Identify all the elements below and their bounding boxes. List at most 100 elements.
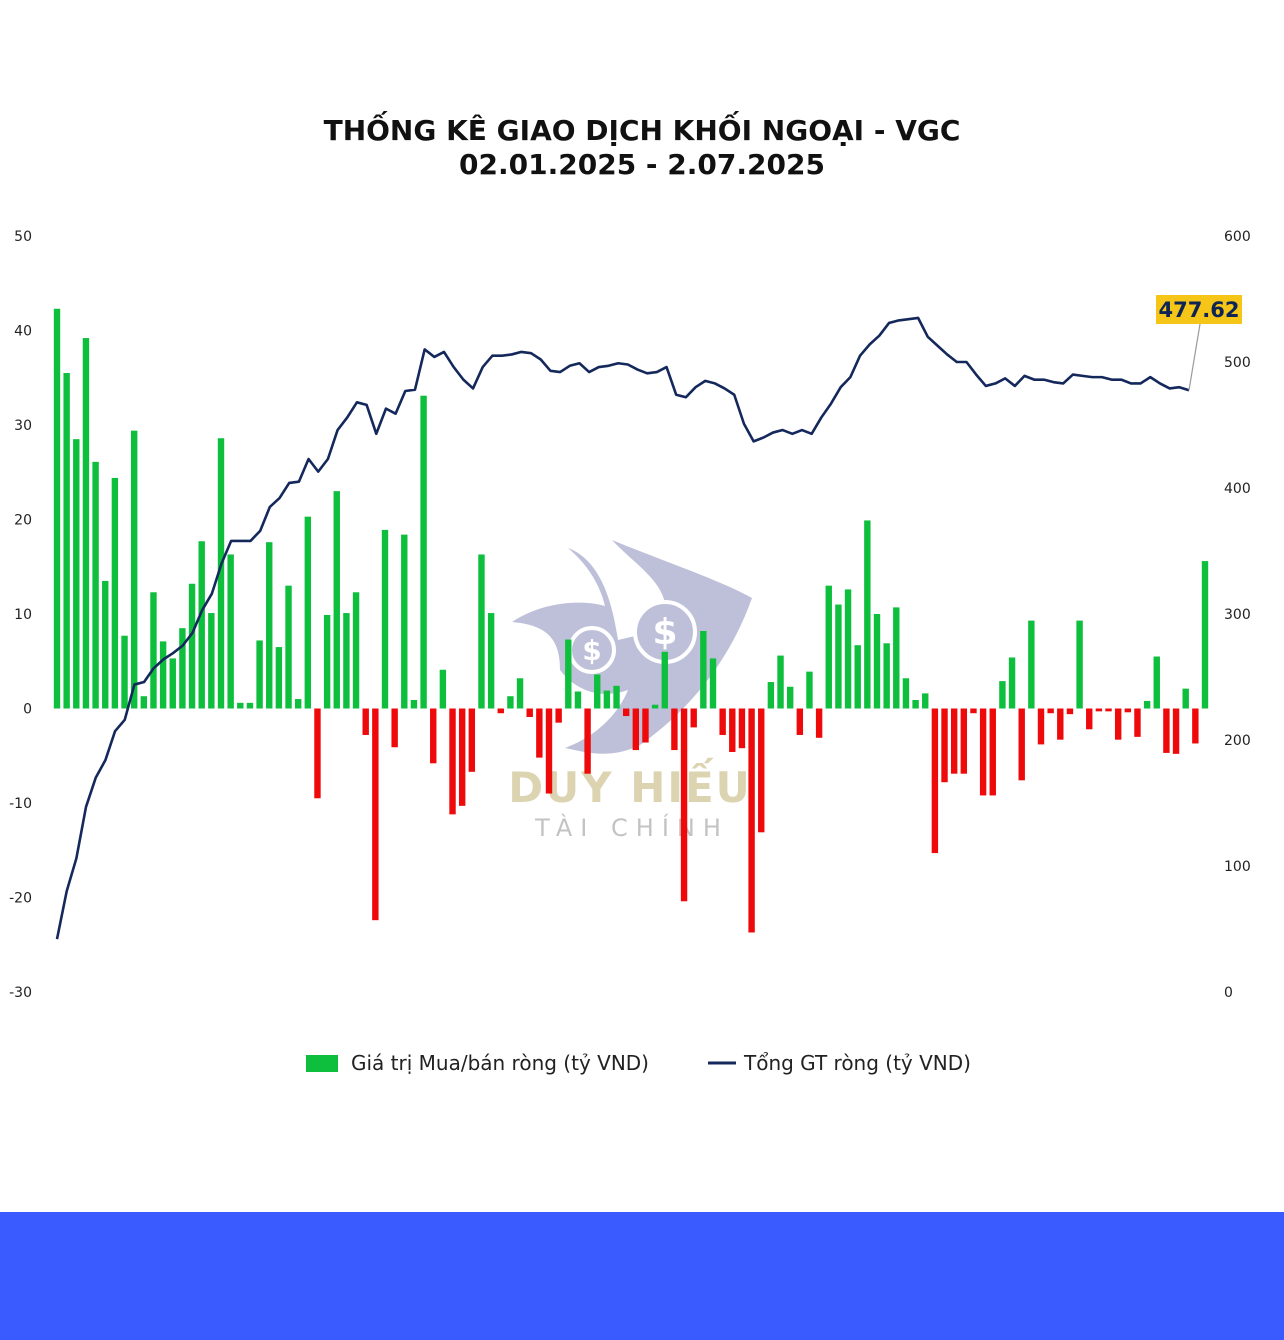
bar	[150, 592, 157, 709]
bar	[1018, 708, 1025, 781]
bar	[246, 702, 254, 709]
bar	[217, 438, 225, 709]
right-axis-tick: 100	[1224, 859, 1251, 875]
shield-shape	[512, 540, 752, 754]
bar	[1114, 708, 1122, 740]
bar	[391, 708, 398, 748]
bar	[169, 658, 176, 709]
bar	[121, 635, 128, 709]
bar	[285, 585, 292, 709]
bar	[931, 708, 939, 854]
bar	[82, 338, 90, 709]
chart-title: THỐNG KÊ GIAO DỊCH KHỐI NGOẠI - VGC 02.0…	[0, 114, 1284, 182]
bar	[680, 708, 688, 902]
bar	[73, 439, 80, 709]
bar	[574, 691, 582, 709]
bar	[989, 708, 996, 796]
right-axis-tick: 500	[1224, 355, 1251, 371]
bar	[632, 708, 640, 751]
legend-bar-label: Giá trị Mua/bán ròng (tỷ VND)	[351, 1051, 649, 1075]
left-axis-tick: 10	[14, 607, 32, 623]
bar	[1047, 708, 1054, 714]
bar	[738, 708, 746, 749]
left-axis-tick: -30	[9, 985, 32, 1001]
watermark-brand: DUY HIẾU	[508, 757, 752, 812]
bar	[777, 655, 784, 709]
bar	[188, 583, 196, 709]
bar-series	[53, 308, 1209, 933]
bar	[796, 708, 804, 735]
left-axis-tick: 0	[23, 702, 32, 718]
bar	[439, 669, 447, 709]
bar	[1172, 708, 1180, 754]
bar	[362, 708, 369, 735]
bar	[1105, 708, 1112, 712]
bar	[343, 613, 350, 709]
bar	[323, 614, 331, 709]
bar	[487, 613, 495, 709]
chart-title-line-2: 02.01.2025 - 2.07.2025	[459, 148, 825, 181]
bar	[729, 708, 736, 752]
bar	[979, 708, 987, 796]
bar	[1192, 708, 1199, 744]
dollar-sign-right: $	[652, 612, 677, 653]
bar	[468, 708, 476, 772]
right-axis-tick: 600	[1224, 229, 1251, 245]
bar	[294, 699, 302, 709]
cumulative-line	[55, 316, 1190, 940]
bar	[835, 604, 842, 709]
bar	[111, 477, 119, 709]
bar	[844, 589, 852, 709]
bar	[1095, 708, 1103, 712]
bar	[381, 529, 389, 709]
bar	[1153, 656, 1160, 709]
bar	[950, 708, 958, 774]
bar	[63, 373, 70, 709]
bar	[516, 678, 524, 709]
bar	[854, 645, 861, 709]
bar	[1066, 708, 1074, 715]
legend-line-label: Tổng GT ròng (tỷ VND)	[743, 1051, 971, 1075]
bar	[266, 542, 273, 709]
bar	[661, 651, 668, 709]
bar	[565, 639, 572, 709]
bar	[671, 708, 678, 751]
bar	[748, 708, 755, 933]
left-axis-tick: 30	[14, 418, 32, 434]
bar	[893, 607, 900, 709]
right-axis-tick: 300	[1224, 607, 1251, 623]
bar	[208, 613, 215, 709]
bar	[372, 708, 379, 921]
bar	[719, 708, 726, 735]
bar	[642, 708, 649, 743]
bar	[1086, 708, 1093, 730]
right-axis: 600 500 400 300 200 100 0	[1224, 229, 1251, 1001]
bar	[1163, 708, 1170, 753]
bar	[478, 554, 485, 709]
left-axis-tick: -10	[9, 796, 32, 812]
bar	[237, 702, 244, 709]
bar	[1028, 620, 1035, 709]
bar	[458, 708, 466, 806]
bar	[352, 592, 360, 709]
dollar-sign-left: $	[582, 634, 601, 667]
chart-canvas: $ $ DUY HIẾU TÀI CHÍNH 50403020100-10-20…	[9, 229, 1251, 1075]
left-axis: 50 40 30 20 10 0 -10 -20 -30	[9, 229, 32, 1001]
bar	[594, 674, 601, 709]
bar	[786, 686, 794, 709]
legend: Giá trị Mua/bán ròng (tỷ VND) Tổng GT rò…	[306, 1051, 971, 1075]
bar	[613, 685, 620, 709]
bar	[1124, 708, 1132, 713]
bar	[545, 708, 553, 794]
bar	[584, 708, 591, 774]
bar	[767, 682, 775, 709]
bar	[102, 580, 109, 709]
bar	[555, 708, 562, 723]
bar	[92, 461, 99, 709]
bar	[1057, 708, 1064, 740]
bar	[622, 708, 630, 717]
bar	[314, 708, 321, 799]
bar	[806, 671, 813, 709]
bar	[256, 640, 263, 709]
bar	[651, 704, 659, 709]
